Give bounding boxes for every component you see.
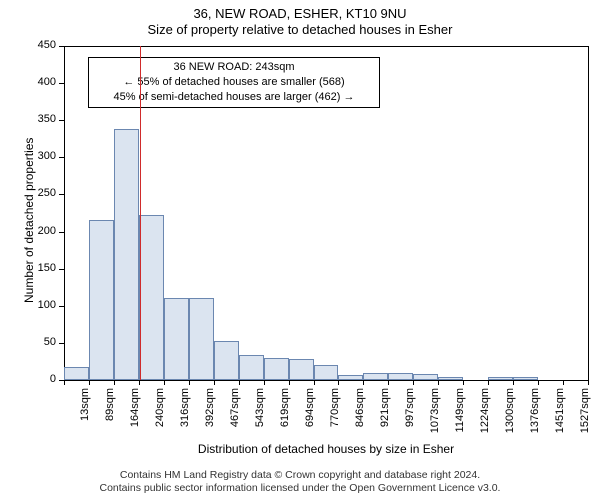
histogram-bar bbox=[139, 215, 164, 380]
ytick-label: 300 bbox=[22, 150, 56, 162]
axis-right bbox=[588, 46, 589, 381]
xtick-label: 1376sqm bbox=[529, 388, 541, 448]
histogram-bar bbox=[164, 298, 189, 380]
xtick-label: 921sqm bbox=[379, 388, 391, 448]
xtick bbox=[388, 380, 389, 385]
xtick-label: 89sqm bbox=[104, 388, 116, 448]
ytick-label: 350 bbox=[22, 113, 56, 125]
title-line2: Size of property relative to detached ho… bbox=[0, 22, 600, 38]
xtick bbox=[538, 380, 539, 385]
xtick-label: 1224sqm bbox=[479, 388, 491, 448]
xtick bbox=[513, 380, 514, 385]
xtick bbox=[438, 380, 439, 385]
xtick-label: 1527sqm bbox=[579, 388, 591, 448]
footer: Contains HM Land Registry data © Crown c… bbox=[0, 469, 600, 496]
xtick bbox=[114, 380, 115, 385]
ytick bbox=[59, 269, 64, 270]
annotation-box: 36 NEW ROAD: 243sqm ← 55% of detached ho… bbox=[88, 57, 380, 108]
histogram-bar bbox=[114, 129, 139, 380]
reference-line bbox=[140, 46, 141, 380]
xtick bbox=[314, 380, 315, 385]
ytick bbox=[59, 194, 64, 195]
ytick bbox=[59, 306, 64, 307]
xtick-label: 694sqm bbox=[304, 388, 316, 448]
annotation-line3: 45% of semi-detached houses are larger (… bbox=[95, 90, 373, 105]
xtick bbox=[164, 380, 165, 385]
annotation-line1: 36 NEW ROAD: 243sqm bbox=[95, 60, 373, 75]
histogram-bar bbox=[338, 375, 363, 380]
axis-bottom bbox=[64, 380, 589, 381]
axis-top bbox=[64, 46, 588, 47]
xtick-label: 467sqm bbox=[229, 388, 241, 448]
xtick bbox=[189, 380, 190, 385]
ytick-label: 200 bbox=[22, 225, 56, 237]
xtick bbox=[214, 380, 215, 385]
xtick bbox=[139, 380, 140, 385]
xtick-label: 13sqm bbox=[79, 388, 91, 448]
ytick bbox=[59, 83, 64, 84]
histogram-bar bbox=[214, 341, 239, 380]
xtick bbox=[89, 380, 90, 385]
xtick bbox=[363, 380, 364, 385]
histogram-bar bbox=[388, 373, 413, 380]
xtick bbox=[264, 380, 265, 385]
xtick-label: 846sqm bbox=[354, 388, 366, 448]
ytick bbox=[59, 120, 64, 121]
xtick-label: 619sqm bbox=[279, 388, 291, 448]
xtick-label: 164sqm bbox=[129, 388, 141, 448]
histogram-bar bbox=[89, 220, 114, 380]
xtick-label: 316sqm bbox=[179, 388, 191, 448]
chart-title: 36, NEW ROAD, ESHER, KT10 9NU Size of pr… bbox=[0, 0, 600, 39]
histogram-bar bbox=[488, 377, 513, 380]
ytick-label: 0 bbox=[22, 373, 56, 385]
xtick-label: 543sqm bbox=[254, 388, 266, 448]
annotation-line2: ← 55% of detached houses are smaller (56… bbox=[95, 75, 373, 90]
ytick-label: 400 bbox=[22, 76, 56, 88]
xtick-label: 770sqm bbox=[329, 388, 341, 448]
xtick bbox=[338, 380, 339, 385]
ytick-label: 50 bbox=[22, 336, 56, 348]
histogram-bar bbox=[314, 365, 339, 380]
xtick-label: 1149sqm bbox=[454, 388, 466, 448]
y-axis-label: Number of detached properties bbox=[22, 138, 36, 303]
ytick-label: 150 bbox=[22, 262, 56, 274]
xtick bbox=[488, 380, 489, 385]
xtick-label: 1300sqm bbox=[504, 388, 516, 448]
xtick bbox=[64, 380, 65, 385]
histogram-bar bbox=[64, 367, 89, 380]
histogram-bar bbox=[513, 377, 538, 380]
title-line1: 36, NEW ROAD, ESHER, KT10 9NU bbox=[0, 6, 600, 22]
xtick-label: 1451sqm bbox=[554, 388, 566, 448]
xtick-label: 997sqm bbox=[404, 388, 416, 448]
histogram-bar bbox=[239, 355, 264, 380]
histogram-bar bbox=[189, 298, 214, 380]
histogram-bar bbox=[413, 374, 438, 380]
xtick bbox=[239, 380, 240, 385]
histogram-bar bbox=[264, 358, 289, 380]
ytick-label: 250 bbox=[22, 187, 56, 199]
xtick-label: 1073sqm bbox=[429, 388, 441, 448]
ytick-label: 100 bbox=[22, 299, 56, 311]
xtick-label: 392sqm bbox=[204, 388, 216, 448]
xtick bbox=[588, 380, 589, 385]
ytick bbox=[59, 343, 64, 344]
histogram-bar bbox=[289, 359, 314, 380]
axis-left bbox=[64, 46, 65, 380]
xtick bbox=[413, 380, 414, 385]
ytick-label: 450 bbox=[22, 39, 56, 51]
ytick bbox=[59, 232, 64, 233]
xtick bbox=[563, 380, 564, 385]
xtick-label: 240sqm bbox=[154, 388, 166, 448]
histogram-bar bbox=[438, 377, 463, 380]
footer-line2: Contains public sector information licen… bbox=[0, 482, 600, 496]
ytick bbox=[59, 157, 64, 158]
histogram-bar bbox=[363, 373, 388, 380]
figure: 36, NEW ROAD, ESHER, KT10 9NU Size of pr… bbox=[0, 0, 600, 500]
xtick bbox=[463, 380, 464, 385]
xtick bbox=[289, 380, 290, 385]
ytick bbox=[59, 46, 64, 47]
footer-line1: Contains HM Land Registry data © Crown c… bbox=[0, 469, 600, 483]
